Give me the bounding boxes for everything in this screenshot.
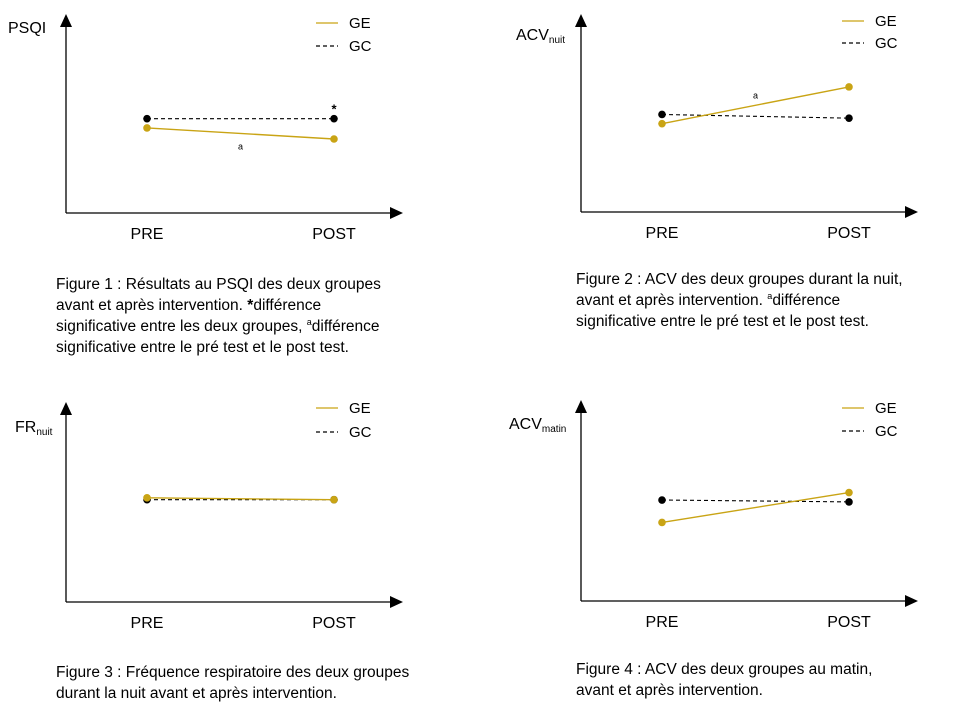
caption-text: avant et après intervention. (56, 297, 248, 314)
chart-4: ACVmatin PRE POST GE GC (509, 400, 918, 631)
data-point-ge-post (845, 488, 853, 497)
caption-text: avant et après intervention. (576, 682, 763, 699)
significance-annotation: a (753, 90, 758, 100)
legend-label-ge: GE (349, 15, 371, 32)
legend-label-ge: GE (875, 400, 897, 417)
caption-superscript: a (767, 291, 773, 301)
caption-superscript: a (306, 317, 312, 327)
legend-label-ge: GE (349, 400, 371, 417)
caption-text: Figure 3 : Fréquence respiratoire des de… (56, 664, 410, 681)
x-tick-label: PRE (131, 615, 164, 632)
series-line-ge (661, 86, 850, 125)
figure-3-panel: FRnuit PRE POST GE GC Figure 3 : Fréquence r… (0, 380, 489, 705)
data-point-gc-pre (658, 496, 666, 504)
data-point-ge-pre (143, 124, 151, 132)
series-line-gc (661, 113, 850, 119)
y-axis-label: ACVnuit (516, 27, 565, 46)
figure-2-panel: ACVnuit PRE POST GE GC a Figure 2 : ACV des d… (489, 0, 978, 380)
figure-2-caption: Figure 2 : ACV des deux groupes durant l… (576, 269, 903, 332)
chart-3: FRnuit PRE POST GE GC (15, 400, 403, 632)
x-axis-arrow (390, 207, 403, 219)
series-line-ge (661, 491, 850, 524)
data-point-gc-post (845, 498, 853, 506)
data-point-ge-post (845, 83, 853, 91)
caption-text: Figure 2 : ACV des deux groupes durant l… (576, 271, 903, 288)
y-axis-label-subscript: matin (542, 424, 566, 435)
x-axis-arrow (905, 206, 918, 218)
figure-4-caption: Figure 4 : ACV des deux groupes au matin… (576, 659, 872, 701)
data-point-ge-pre (658, 518, 666, 527)
x-tick-label: PRE (646, 225, 679, 242)
y-axis-arrow (575, 14, 587, 27)
series-line-gc (661, 499, 850, 503)
chart-1: PSQI PRE POST GE GC a * (8, 14, 403, 243)
y-axis-label-main: ACV (509, 416, 542, 433)
figure-1-caption: Figure 1 : Résultats au PSQI des deux gr… (56, 274, 381, 358)
x-tick-label: POST (312, 615, 356, 632)
chart-2: ACVnuit PRE POST GE GC a (516, 13, 918, 242)
caption-text: différence (311, 318, 380, 335)
y-axis-label: ACVmatin (509, 416, 566, 435)
x-tick-label: POST (827, 614, 871, 631)
x-tick-label: PRE (131, 226, 164, 243)
figure-4-panel: ACVmatin PRE POST GE GC Figure 4 : ACV des d… (489, 380, 978, 705)
data-point-gc-post (330, 114, 338, 123)
legend-label-ge: GE (875, 13, 897, 30)
data-point-ge-post (330, 495, 338, 504)
data-point-ge-pre (658, 119, 666, 128)
series-line-ge (146, 127, 335, 140)
legend-label-gc: GC (349, 424, 372, 441)
x-axis-arrow (390, 596, 403, 608)
x-tick-label: PRE (646, 614, 679, 631)
y-axis-label-main: PSQI (8, 20, 46, 37)
legend-label-gc: GC (875, 423, 898, 440)
legend-label-gc: GC (875, 35, 898, 52)
x-tick-label: POST (312, 226, 356, 243)
significance-annotation: a (238, 141, 243, 151)
y-axis-arrow (60, 14, 72, 27)
x-tick-label: POST (827, 225, 871, 242)
y-axis-label-subscript: nuit (36, 427, 52, 438)
caption-text: Figure 1 : Résultats au PSQI des deux gr… (56, 276, 381, 293)
significance-asterisk: * (331, 102, 337, 117)
caption-asterisk: * (247, 297, 254, 314)
data-point-ge-pre (143, 494, 151, 502)
caption-text: significative entre le pré test et le po… (576, 313, 869, 330)
caption-text: avant et après intervention. (576, 292, 768, 309)
caption-text: significative entre le pré test et le po… (56, 339, 349, 356)
y-axis-label-main: FR (15, 419, 36, 436)
series-line-ge (146, 497, 335, 501)
y-axis-arrow (575, 400, 587, 413)
data-point-gc-pre (143, 114, 151, 123)
y-axis-label: FRnuit (15, 419, 53, 438)
figure-1-panel: PSQI PRE POST GE GC a * Figure 1 : Résultats a… (0, 0, 489, 380)
caption-text: significative entre les deux groupes, (56, 318, 307, 335)
y-axis-label-subscript: nuit (549, 35, 565, 46)
y-axis-arrow (60, 402, 72, 415)
legend-label-gc: GC (349, 38, 372, 55)
y-axis-label: PSQI (8, 20, 46, 37)
caption-text: durant la nuit avant et après interventi… (56, 685, 337, 702)
figure-3-caption: Figure 3 : Fréquence respiratoire des de… (56, 662, 409, 704)
caption-text: Figure 4 : ACV des deux groupes au matin… (576, 661, 873, 678)
data-point-ge-post (330, 135, 338, 143)
y-axis-label-main: ACV (516, 27, 549, 44)
caption-text: différence (253, 297, 322, 314)
x-axis-arrow (905, 595, 918, 607)
data-point-gc-pre (658, 110, 666, 119)
caption-text: différence (772, 292, 841, 309)
data-point-gc-post (845, 114, 853, 122)
